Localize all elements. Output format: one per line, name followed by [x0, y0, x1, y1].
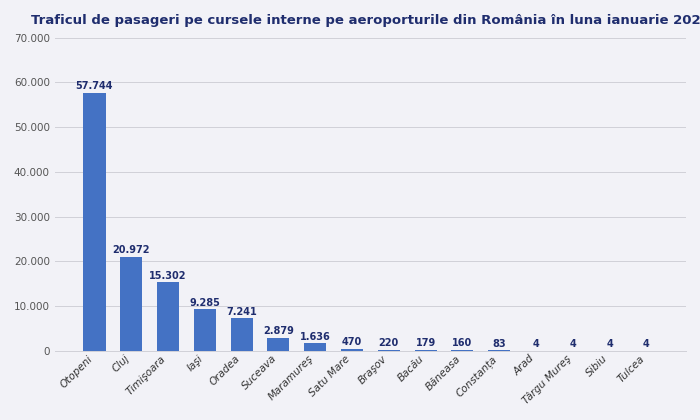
Text: 83: 83	[492, 339, 506, 349]
Bar	[452, 350, 473, 351]
Text: 4: 4	[569, 339, 576, 349]
Bar	[414, 350, 437, 351]
Bar	[157, 282, 179, 351]
Bar	[230, 318, 253, 351]
Bar	[341, 349, 363, 351]
Bar	[120, 257, 142, 351]
Text: 160: 160	[452, 339, 472, 348]
Text: 220: 220	[379, 338, 399, 348]
Text: 2.879: 2.879	[263, 326, 294, 336]
Bar	[304, 343, 326, 351]
Text: 470: 470	[342, 337, 362, 347]
Text: 179: 179	[416, 338, 435, 348]
Text: 7.241: 7.241	[226, 307, 257, 317]
Text: 15.302: 15.302	[149, 271, 187, 281]
Text: 4: 4	[606, 339, 613, 349]
Text: 20.972: 20.972	[113, 245, 150, 255]
Bar	[267, 338, 290, 351]
Text: 4: 4	[643, 339, 650, 349]
Text: 57.744: 57.744	[76, 81, 113, 91]
Bar	[378, 350, 400, 351]
Text: 4: 4	[533, 339, 540, 349]
Text: 1.636: 1.636	[300, 332, 330, 342]
Bar	[83, 92, 106, 351]
Text: 9.285: 9.285	[190, 298, 220, 307]
Title: Traficul de pasageri pe cursele interne pe aeroporturile din România în luna ian: Traficul de pasageri pe cursele interne …	[31, 14, 700, 27]
Bar	[194, 309, 216, 351]
